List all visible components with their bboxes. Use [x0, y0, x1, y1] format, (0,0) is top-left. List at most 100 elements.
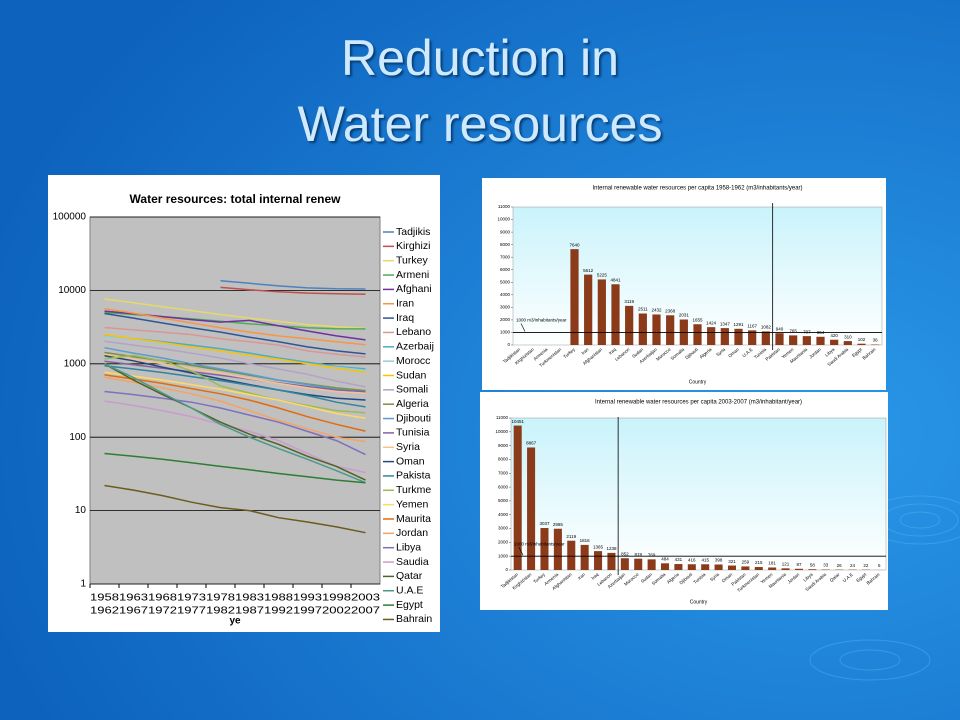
- y-tick-label: 7000: [500, 254, 511, 259]
- y-tick-label: 1000: [498, 553, 509, 558]
- bar: [741, 566, 750, 570]
- x-tick-label: U.A.E: [741, 347, 753, 358]
- bar: [802, 336, 811, 345]
- x-axis-label: Country: [690, 599, 708, 605]
- series-line: [104, 390, 366, 456]
- legend-label: Turkey: [396, 254, 428, 266]
- data-label: 102: [858, 337, 866, 342]
- data-label: 1655: [692, 317, 703, 322]
- series-line: [220, 286, 366, 295]
- legend-label: Egypt: [396, 599, 423, 611]
- y-tick-label: 6000: [498, 484, 509, 489]
- y-tick-label: 2000: [500, 317, 511, 322]
- bar: [647, 559, 656, 570]
- x-tick-label: 1978: [206, 593, 236, 604]
- bar: [567, 540, 576, 570]
- bar: [570, 249, 579, 345]
- x-tick-label: U.A.E: [842, 572, 854, 583]
- legend-label: Maurita: [396, 513, 431, 525]
- x-tick-label: 1958: [90, 593, 120, 604]
- legend-label: Oman: [396, 455, 425, 467]
- y-tick-label: 10: [75, 505, 87, 516]
- bar: [727, 565, 736, 570]
- x-tick-label: 1987: [235, 606, 265, 617]
- data-label: 1291: [733, 322, 744, 327]
- bar: [652, 314, 661, 345]
- bar: [611, 284, 620, 345]
- bar: [816, 336, 825, 345]
- series-line: [104, 360, 366, 393]
- y-tick-label: 8000: [498, 457, 509, 462]
- x-tick-label: 1993: [293, 593, 323, 604]
- bar: [607, 552, 616, 570]
- y-tick-label: 1000: [500, 330, 511, 335]
- x-tick-label: Egypt: [851, 346, 864, 358]
- x-tick-label: Iran: [580, 347, 590, 356]
- data-label: 5612: [583, 268, 594, 273]
- series-line: [104, 452, 366, 484]
- data-label: 765: [789, 329, 797, 334]
- bar: [638, 313, 647, 345]
- y-tick-label: 0: [505, 567, 508, 572]
- bar: [666, 315, 675, 345]
- x-tick-label: 1977: [177, 606, 207, 617]
- x-tick-label: Syria: [709, 572, 720, 583]
- data-label: 707: [803, 329, 811, 334]
- x-tick-label: Qatar: [829, 572, 841, 583]
- y-tick-label: 11000: [496, 415, 509, 420]
- y-tick-label: 2000: [498, 540, 509, 545]
- series-line: [104, 371, 366, 420]
- x-axis-label: ye: [229, 616, 241, 627]
- annotation: 1000 m3/inhabitants/year: [514, 541, 565, 546]
- x-tick-label: 1972: [148, 606, 178, 617]
- bar: [748, 330, 757, 345]
- legend-label: Saudia: [396, 556, 429, 568]
- bar: [781, 568, 790, 570]
- y-tick-label: 5000: [500, 279, 511, 284]
- legend-label: U.A.E: [396, 585, 423, 597]
- series-line: [104, 354, 366, 401]
- data-label: 940: [776, 326, 784, 331]
- bar: [761, 331, 770, 345]
- y-tick-label: 3000: [498, 526, 509, 531]
- data-label: 852: [621, 551, 629, 556]
- legend-label: Libya: [396, 541, 421, 553]
- data-label: 10451: [511, 419, 524, 424]
- data-label: 415: [701, 557, 709, 562]
- x-tick-label: Iran: [577, 572, 587, 581]
- bar: [693, 324, 702, 345]
- x-tick-label: 1963: [119, 593, 149, 604]
- legend-label: Kirghizi: [396, 240, 430, 252]
- x-tick-label: Iraq: [590, 572, 600, 581]
- bar: [687, 564, 696, 570]
- y-tick-label: 1: [80, 579, 86, 590]
- series-line: [104, 363, 366, 484]
- bar: [513, 425, 522, 570]
- bar: [808, 569, 817, 570]
- bar: [634, 558, 643, 570]
- data-label: 416: [688, 557, 696, 562]
- data-label: 215: [755, 560, 763, 565]
- y-tick-label: 6000: [500, 267, 511, 272]
- data-label: 819: [634, 552, 642, 557]
- plot-area: [89, 216, 381, 585]
- bar: [661, 563, 670, 570]
- chart-title: Internal renewable water resources per c…: [592, 186, 802, 192]
- series-line: [220, 280, 366, 290]
- data-label: 5225: [597, 273, 608, 278]
- data-label: 2368: [665, 308, 676, 313]
- y-tick-label: 9000: [500, 229, 511, 234]
- x-axis-label: Country: [689, 379, 707, 385]
- bar: [830, 339, 839, 345]
- legend-label: Jordan: [396, 527, 428, 539]
- bar: [597, 279, 606, 345]
- y-tick-label: 4000: [500, 292, 511, 297]
- y-tick-label: 100000: [53, 212, 87, 223]
- data-label: 1816: [580, 538, 591, 543]
- series-line: [104, 363, 366, 481]
- x-tick-label: 1992: [264, 606, 294, 617]
- data-label: 8867: [526, 441, 537, 446]
- bar: [843, 341, 852, 345]
- series-line: [104, 326, 366, 358]
- legend-label: Iran: [396, 298, 414, 310]
